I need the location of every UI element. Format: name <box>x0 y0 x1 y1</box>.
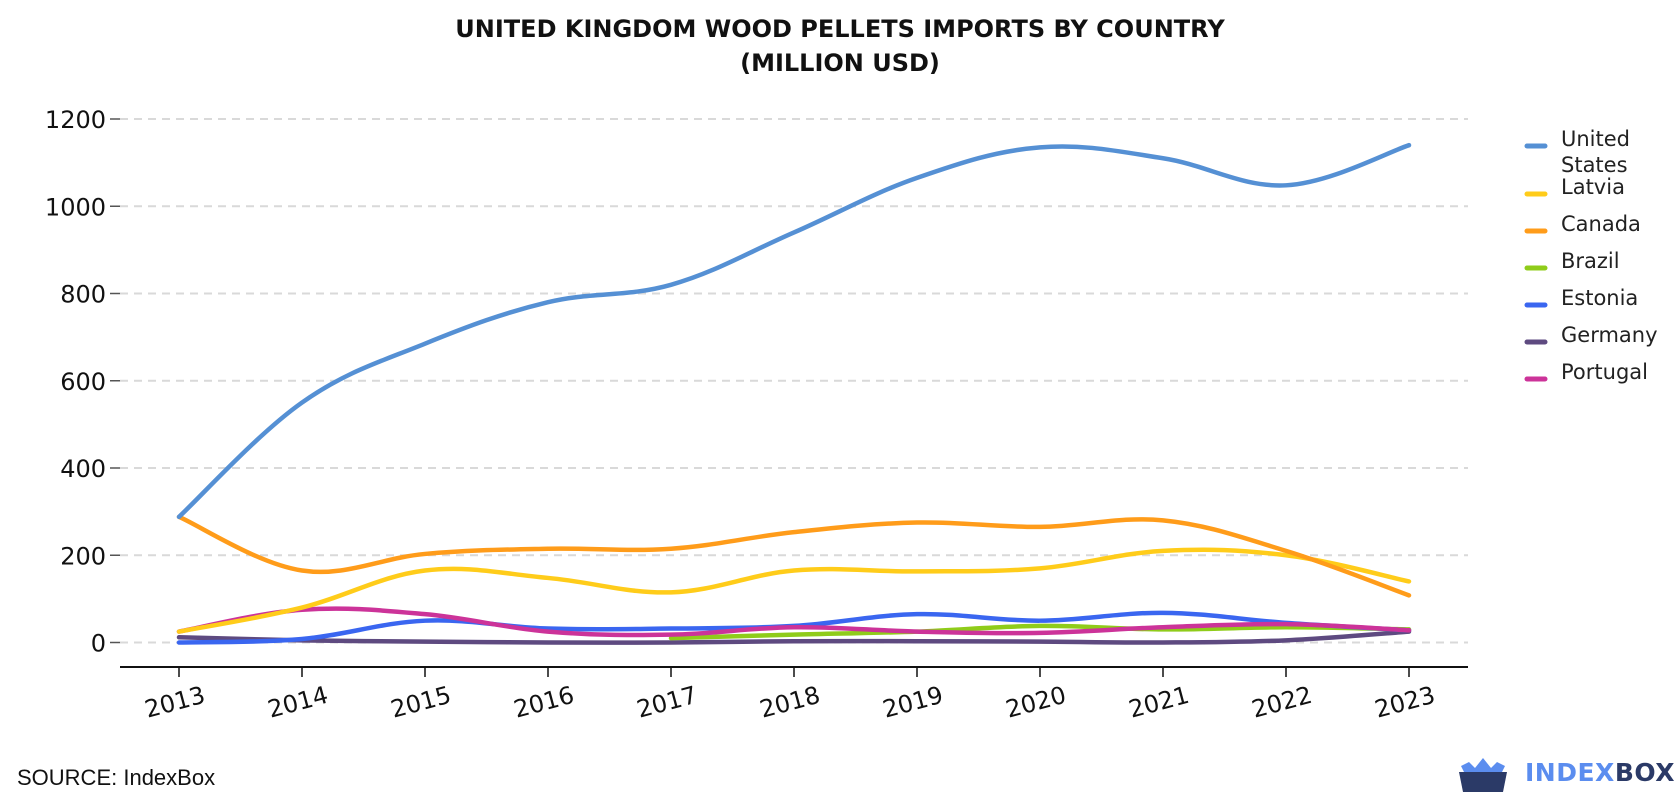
legend-item-brazil: Brazil <box>1524 249 1620 273</box>
box-logo-icon <box>1459 758 1507 792</box>
legend-label: United <box>1561 127 1630 151</box>
x-axis: 2013 2014 2015 2016 2017 2018 2019 2020 2021 2022… <box>120 666 1468 724</box>
y-tick-label: 800 <box>60 281 106 309</box>
legend-label: Brazil <box>1561 249 1620 273</box>
x-tick-label: 2017 <box>634 681 700 724</box>
legend-label: Estonia <box>1561 286 1638 310</box>
series-line-latvia <box>176 547 1412 634</box>
logo-wordmark-box: BOX <box>1614 758 1676 787</box>
gridlines <box>120 118 1468 644</box>
source-note: SOURCE: IndexBox <box>17 765 216 790</box>
series-line-canada <box>176 514 1412 598</box>
y-tick-label: 0 <box>91 630 106 658</box>
legend-item-estonia: Estonia <box>1524 286 1638 310</box>
series-line-portugal <box>176 606 1412 638</box>
series-lines <box>176 142 1412 645</box>
legend-item-latvia: Latvia <box>1524 175 1625 199</box>
y-tick-label: 1000 <box>45 193 106 221</box>
legend-label: Germany <box>1561 323 1658 347</box>
legend-label: States <box>1561 153 1628 177</box>
x-tick-label: 2013 <box>142 681 208 724</box>
legend-label: Portugal <box>1561 360 1648 384</box>
x-tick-label: 2016 <box>511 681 577 724</box>
legend-item-canada: Canada <box>1524 212 1641 236</box>
x-tick-label: 2021 <box>1126 681 1192 724</box>
x-tick-label: 2015 <box>388 681 454 724</box>
y-tick-label: 600 <box>60 368 106 396</box>
series-line-united-states <box>176 142 1412 520</box>
chart-title-line-2: (MILLION USD) <box>740 49 940 77</box>
indexbox-logo: INDEXBOX <box>1455 752 1675 794</box>
chart-title-line-1: UNITED KINGDOM WOOD PELLETS IMPORTS BY C… <box>455 15 1225 43</box>
legend-label: Canada <box>1561 212 1641 236</box>
y-tick-label: 200 <box>60 542 106 570</box>
legend-item-portugal: Portugal <box>1524 360 1648 384</box>
x-tick-label: 2022 <box>1249 681 1315 724</box>
logo-wordmark: INDEXBOX <box>1525 758 1675 787</box>
chart-title: UNITED KINGDOM WOOD PELLETS IMPORTS BY C… <box>0 12 1680 80</box>
y-tick-label: 400 <box>60 455 106 483</box>
x-tick-label: 2023 <box>1372 681 1438 724</box>
y-axis-ticks: 0 200 400 600 800 1000 1200 <box>45 106 120 658</box>
x-tick-label: 2019 <box>880 681 946 724</box>
series-line-brazil <box>668 623 1412 641</box>
series-line-germany <box>176 629 1412 645</box>
logo-wordmark-index: INDEX <box>1525 758 1615 787</box>
x-tick-label: 2018 <box>757 681 823 724</box>
legend-item-germany: Germany <box>1524 323 1658 347</box>
x-tick-label: 2020 <box>1003 681 1069 724</box>
legend-label: Latvia <box>1561 175 1625 199</box>
y-tick-label: 1200 <box>45 106 106 134</box>
x-tick-label: 2014 <box>265 681 331 724</box>
